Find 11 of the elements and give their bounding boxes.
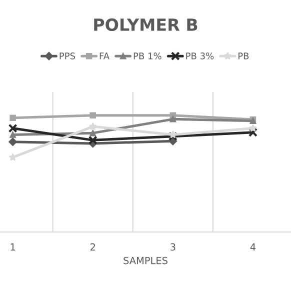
x-tick-label: 1 bbox=[10, 243, 16, 250]
x-tick-label: 2 bbox=[90, 243, 95, 250]
legend-label: PB 3% bbox=[186, 52, 214, 60]
legend-label: PB bbox=[238, 52, 249, 60]
x-tick-label: 3 bbox=[170, 243, 176, 251]
legend-label: PB 1% bbox=[134, 52, 162, 60]
x-axis-title: SAMPLES bbox=[124, 256, 168, 264]
x-tick-label: 4 bbox=[250, 243, 256, 250]
legend-label: PPS bbox=[60, 52, 76, 60]
chart-title: POLYMER B bbox=[94, 18, 198, 32]
legend-label: FA bbox=[100, 52, 110, 60]
